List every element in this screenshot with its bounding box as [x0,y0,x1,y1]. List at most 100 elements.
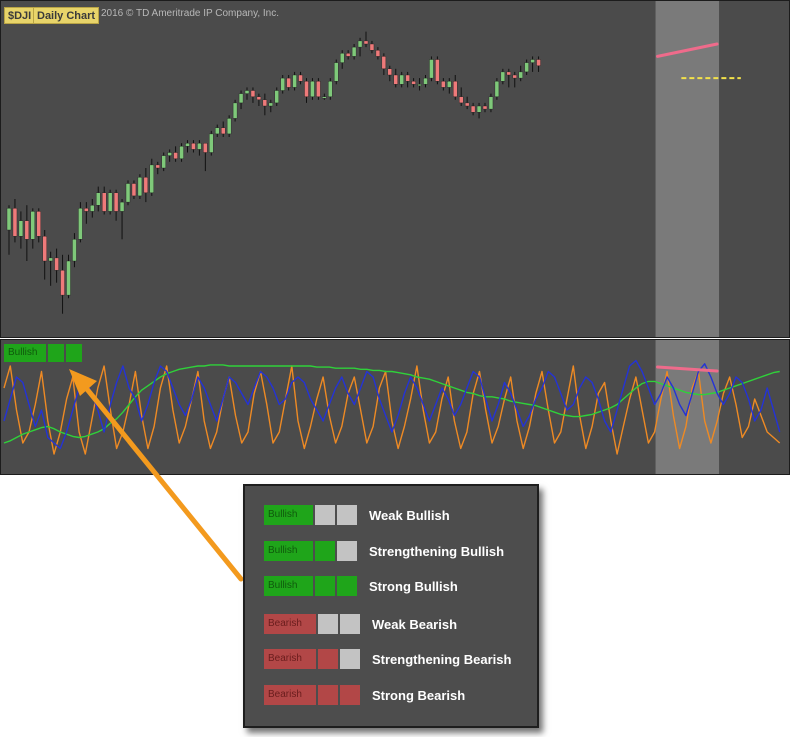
up-candle [125,183,131,203]
down-candle [381,56,387,70]
strength-block-filled [315,576,335,596]
down-candle [143,177,149,194]
strength-block-empty [337,541,357,561]
down-candle [262,99,268,107]
oscillator-divergence-line [656,365,719,373]
down-candle [482,105,488,110]
legend-text: Strengthening Bullish [369,543,505,559]
down-candle [24,220,30,240]
down-candle [113,192,119,212]
legend-swatch: Bearish [264,649,360,669]
down-candle [464,102,470,107]
down-candle [203,142,208,153]
up-candle [357,40,363,48]
strength-block-empty [315,505,335,525]
strength-block-empty [340,649,360,669]
highlight-region [655,1,720,337]
down-candle [256,96,262,100]
up-candle [238,93,244,104]
down-candle [304,80,309,97]
down-candle [60,270,65,296]
legend-swatch: Bullish [264,541,357,561]
trend-strength-indicator: Bullish [4,344,82,362]
oscillator-chart [3,340,781,474]
up-candle [500,71,506,82]
chart-type-badge[interactable]: Daily Chart [33,7,100,24]
highlight-region [655,340,720,474]
legend-item: Bullish Strong Bullish [264,576,458,596]
down-candle [54,257,59,271]
up-candle [119,201,125,212]
up-candle [334,62,339,82]
candlestick-chart [6,1,741,337]
strength-block-filled [48,344,64,362]
down-candle [36,211,41,237]
down-candle [369,43,375,51]
down-candle [506,71,511,76]
strength-block-empty [318,614,338,634]
up-candle [447,80,452,88]
legend-text: Strong Bullish [369,578,458,594]
down-candle [375,50,381,57]
legend-item: Bullish Strengthening Bullish [264,541,504,561]
down-candle [393,74,398,85]
divergence-line [656,42,719,58]
down-candle [155,164,160,169]
down-candle [387,68,392,76]
down-candle [84,208,89,212]
up-candle [167,152,172,156]
strength-block-filled [315,541,335,561]
strength-label: Bearish [264,649,316,669]
down-candle [512,74,517,79]
down-candle [286,77,291,88]
legend-text: Weak Bearish [372,616,458,632]
down-candle [459,96,464,104]
oscillator-panel [0,339,790,475]
up-candle [322,96,327,99]
up-candle [268,102,273,107]
strength-block-empty [337,505,357,525]
up-candle [48,257,53,262]
legend-item: Bullish Weak Bullish [264,505,450,525]
strength-label: Bullish [264,576,313,596]
up-candle [530,59,535,63]
down-candle [173,152,178,159]
up-candle [476,105,482,113]
down-candle [363,40,369,45]
down-candle [411,80,416,85]
up-candle [429,59,434,79]
down-candle [345,53,351,57]
legend-text: Weak Bullish [369,507,450,523]
down-candle [470,105,476,113]
up-candle [244,90,250,94]
up-candle [209,133,214,153]
up-candle [488,96,494,110]
legend-swatch: Bearish [264,614,360,634]
up-candle [423,77,428,85]
symbol-badge[interactable]: $DJI [4,7,36,24]
down-candle [131,183,137,197]
down-candle [536,59,541,66]
down-candle [405,74,410,82]
up-candle [90,204,95,212]
down-candle [42,235,47,262]
down-candle [101,192,107,212]
legend-text: Strong Bearish [372,687,466,703]
up-candle [310,80,315,97]
up-candle [232,102,238,119]
down-candle [298,74,303,82]
up-candle [6,208,12,231]
up-candle [518,71,523,79]
up-candle [328,80,333,97]
strength-label: Bullish [264,541,313,561]
down-candle [250,90,256,97]
up-candle [185,142,190,147]
strength-block-empty [340,614,360,634]
up-candle [66,260,71,296]
legend-item: Bearish Weak Bearish [264,614,457,634]
down-candle [441,80,446,88]
strength-label: Bearish [264,685,316,705]
legend-text: Strengthening Bearish [372,651,512,667]
strength-label: Bullish [264,505,313,525]
up-candle [226,118,232,135]
